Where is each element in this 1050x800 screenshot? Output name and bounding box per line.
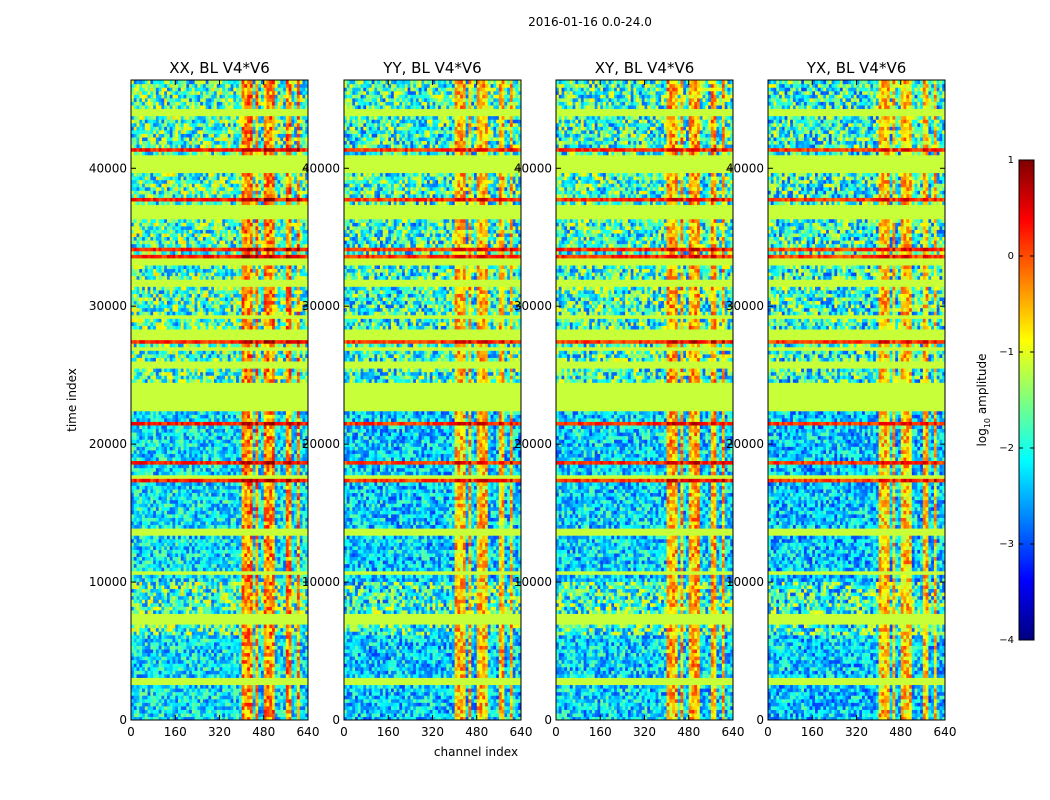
x-tick-label: 640 [722, 725, 745, 739]
y-tick-label: 10000 [89, 575, 127, 589]
x-tick-label: 480 [889, 725, 912, 739]
x-tick-label: 160 [377, 725, 400, 739]
x-tick-label: 160 [801, 725, 824, 739]
panel-title-yy: YY, BL V4*V6 [382, 59, 481, 77]
heatmap-cells-xy [556, 80, 733, 720]
y-tick-label: 10000 [514, 575, 552, 589]
x-tick-label: 640 [297, 725, 320, 739]
x-axis-label: channel index [434, 745, 518, 759]
panel-title-yx: YX, BL V4*V6 [806, 59, 907, 77]
y-tick-label: 40000 [89, 161, 127, 175]
y-tick-label: 30000 [302, 299, 340, 313]
x-tick-label: 480 [252, 725, 275, 739]
y-tick-label: 30000 [726, 299, 764, 313]
heatmap-cells-yx [768, 80, 945, 720]
panels-group: XX, BL V4*V6 0 160 320 480 640 0 10000 20000 3000… [89, 59, 957, 739]
x-tick-label: 480 [677, 725, 700, 739]
panel-xy: XY, BL V4*V6 0 160 320 480 640 0 10000 20000 3000… [514, 59, 745, 739]
y-tick-label: 10000 [726, 575, 764, 589]
x-tick-label: 640 [934, 725, 957, 739]
x-tick-label: 0 [764, 725, 772, 739]
panel-title-xy: XY, BL V4*V6 [595, 59, 695, 77]
x-tick-label: 320 [845, 725, 868, 739]
y-tick-label: 40000 [302, 161, 340, 175]
y-tick-label: 0 [756, 713, 764, 727]
colorbar-tick-label: 1 [1008, 155, 1014, 166]
colorbar-tick-label: −2 [999, 443, 1014, 454]
panel-title-xx: XX, BL V4*V6 [169, 59, 270, 77]
y-tick-label: 20000 [726, 437, 764, 451]
colorbar-label: log10 amplitude [975, 354, 992, 447]
panel-yx: YX, BL V4*V6 0 160 320 480 640 0 10000 20000 3000… [726, 59, 957, 739]
figure-title: 2016-01-16 0.0-24.0 [528, 15, 652, 29]
x-tick-label: 0 [127, 725, 135, 739]
y-tick-label: 10000 [302, 575, 340, 589]
y-axis-label: time index [65, 368, 79, 432]
x-tick-label: 160 [589, 725, 612, 739]
x-tick-label: 160 [164, 725, 187, 739]
x-tick-label: 320 [421, 725, 444, 739]
panel-xx: XX, BL V4*V6 0 160 320 480 640 0 10000 20000 3000… [89, 59, 320, 739]
x-tick-label: 640 [510, 725, 533, 739]
y-tick-label: 0 [119, 713, 127, 727]
y-tick-label: 20000 [302, 437, 340, 451]
y-tick-label: 20000 [89, 437, 127, 451]
colorbar-tick-label: −4 [999, 635, 1014, 646]
colorbar-tick-label: −3 [999, 539, 1014, 550]
x-tick-label: 320 [208, 725, 231, 739]
y-tick-label: 20000 [514, 437, 552, 451]
colorbar-gradient [1018, 159, 1035, 641]
x-tick-label: 480 [465, 725, 488, 739]
x-tick-label: 0 [340, 725, 348, 739]
colorbar-tick-label: −1 [999, 347, 1014, 358]
x-tick-label: 0 [552, 725, 560, 739]
panel-yy: YY, BL V4*V6 0 160 320 480 640 0 10000 20000 3000… [302, 59, 533, 739]
y-tick-label: 0 [332, 713, 340, 727]
colorbar-tick-label: 0 [1008, 251, 1014, 262]
heatmap-cells-yy [344, 80, 521, 720]
y-tick-label: 40000 [726, 161, 764, 175]
colorbar: 1 0 −1 −2 −3 −4 log10 amplitude [975, 155, 1035, 646]
x-tick-label: 320 [633, 725, 656, 739]
heatmap-cells-xx [131, 80, 308, 720]
y-tick-label: 40000 [514, 161, 552, 175]
y-tick-label: 30000 [89, 299, 127, 313]
y-tick-label: 30000 [514, 299, 552, 313]
y-tick-label: 0 [544, 713, 552, 727]
